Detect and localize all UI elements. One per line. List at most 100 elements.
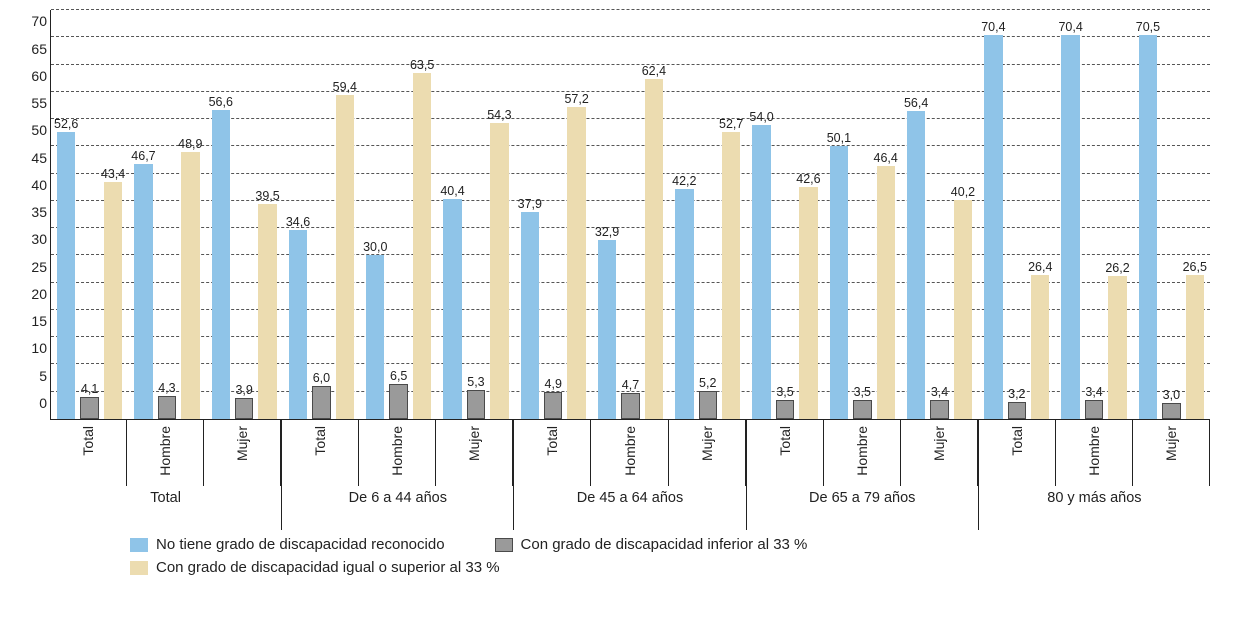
bar: 40,4 [443,199,461,419]
y-tick-label: 45 [17,150,47,166]
age-group: 37,9 4,9 57,2 32,9 4,7 62,4 42,2 5,2 52,7 [515,10,747,419]
y-tick-label: 30 [17,231,47,247]
y-tick-label: 0 [17,395,47,411]
bar: 42,2 [675,189,693,419]
bar: 4,7 [621,393,639,419]
x-age-group: TotalHombreMujerDe 65 a 79 años [747,420,979,530]
bar: 6,0 [312,386,330,419]
x-sub-label: Hombre [824,420,901,486]
y-tick-label: 55 [17,95,47,111]
bar-value-label: 3,5 [854,385,871,401]
x-sub-label: Total [50,420,127,486]
y-tick-label: 20 [17,286,47,302]
bar: 5,3 [467,390,485,419]
bar: 3,9 [235,398,253,419]
category-subgroup: 37,9 4,9 57,2 [515,10,592,419]
category-subgroup: 70,5 3,0 26,5 [1133,10,1210,419]
bar-value-label: 34,6 [286,215,310,231]
plot-area: 05101520253035404550556065707552,64,143,… [50,10,1210,420]
y-tick-label: 25 [17,259,47,275]
bar-value-label: 70,5 [1136,20,1160,36]
bar-value-label: 43,4 [101,167,125,183]
bar: 39,5 [258,204,276,419]
legend-label: No tiene grado de discapacidad reconocid… [156,536,445,553]
bar: 54,0 [752,125,770,419]
y-tick-label: 75 [17,0,47,2]
x-sub-label: Hombre [127,420,204,486]
y-tick-label: 60 [17,68,47,84]
bar-value-label: 56,6 [209,95,233,111]
bar: 26,5 [1186,275,1204,420]
bar-value-label: 52,6 [54,117,78,133]
legend-label: Con grado de discapacidad igual o superi… [156,559,500,576]
bar: 57,2 [567,107,585,419]
y-tick-label: 40 [17,177,47,193]
bar: 5,2 [699,391,717,419]
bar: 3,0 [1162,403,1180,419]
age-group: 70,43,226,470,43,426,270,53,026,5 [978,10,1210,419]
category-subgroup: 40,4 5,3 54,3 [437,10,514,419]
bar: 63,5 [413,73,431,419]
bar: 26,4 [1031,275,1049,419]
x-age-group: TotalHombreMujerDe 6 a 44 años [282,420,514,530]
x-age-group: TotalHombreMujer80 y más años [979,420,1210,530]
bar: 70,5 [1139,35,1157,419]
bar: 3,4 [1085,400,1103,419]
bar-value-label: 39,5 [255,189,279,205]
bar: 54,3 [490,123,508,419]
bar-value-label: 48,9 [178,137,202,153]
chart-legend: No tiene grado de discapacidad reconocid… [130,536,1130,576]
age-group: 34,66,059,430,06,563,540,45,354,3 [283,10,515,419]
x-sub-label: Mujer [204,420,281,486]
category-subgroup: 46,7 4,3 48,9 [128,10,205,419]
category-subgroup: 56,43,440,2 [901,10,978,419]
x-age-group: TotalHombreMujerDe 45 a 64 años [514,420,746,530]
bar-value-label: 3,4 [931,385,948,401]
age-group: 54,03,542,650,13,546,456,43,440,2 [746,10,978,419]
bar-value-label: 26,4 [1028,260,1052,276]
x-sub-label: Mujer [669,420,746,486]
bar: 40,2 [954,200,972,419]
y-tick-label: 70 [17,13,47,29]
category-subgroup: 42,2 5,2 52,7 [669,10,746,419]
y-tick-label: 65 [17,41,47,57]
x-sub-label: Hombre [359,420,436,486]
legend-swatch [130,538,148,552]
bar: 46,7 [134,164,152,419]
bar-value-label: 4,1 [81,382,98,398]
x-age-label: De 6 a 44 años [282,490,513,506]
legend-item: Con grado de discapacidad inferior al 33… [495,536,808,553]
bar-value-label: 46,7 [131,149,155,165]
bar: 59,4 [336,95,354,419]
bar: 3,5 [776,400,794,419]
category-subgroup: 70,43,226,4 [978,10,1055,419]
bar: 3,2 [1008,402,1026,419]
bar-value-label: 62,4 [642,64,666,80]
disability-grade-chart: 05101520253035404550556065707552,64,143,… [10,10,1210,576]
y-tick-label: 10 [17,340,47,356]
x-sub-label: Mujer [436,420,513,486]
x-sub-label: Hombre [591,420,668,486]
bar: 46,4 [877,166,895,419]
bar-value-label: 4,9 [545,377,562,393]
bar-value-label: 42,6 [796,172,820,188]
bar: 52,7 [722,132,740,419]
legend-label: Con grado de discapacidad inferior al 33… [521,536,808,553]
x-age-label: De 45 a 64 años [514,490,745,506]
x-sub-label: Hombre [1056,420,1133,486]
y-tick-label: 35 [17,204,47,220]
bar: 32,9 [598,240,616,419]
bar: 3,5 [853,400,871,419]
bar-value-label: 4,3 [158,381,175,397]
bar-value-label: 40,2 [951,185,975,201]
y-tick-label: 50 [17,122,47,138]
category-subgroup: 56,6 3,9 39,5 [206,10,283,419]
bar-value-label: 3,5 [776,385,793,401]
bar-value-label: 37,9 [518,197,542,213]
y-tick-label: 15 [17,313,47,329]
x-sub-label: Total [747,420,824,486]
bar: 42,6 [799,187,817,419]
bar-value-label: 3,2 [1008,387,1025,403]
bar: 50,1 [830,146,848,419]
x-age-group: TotalHombreMujerTotal [50,420,282,530]
